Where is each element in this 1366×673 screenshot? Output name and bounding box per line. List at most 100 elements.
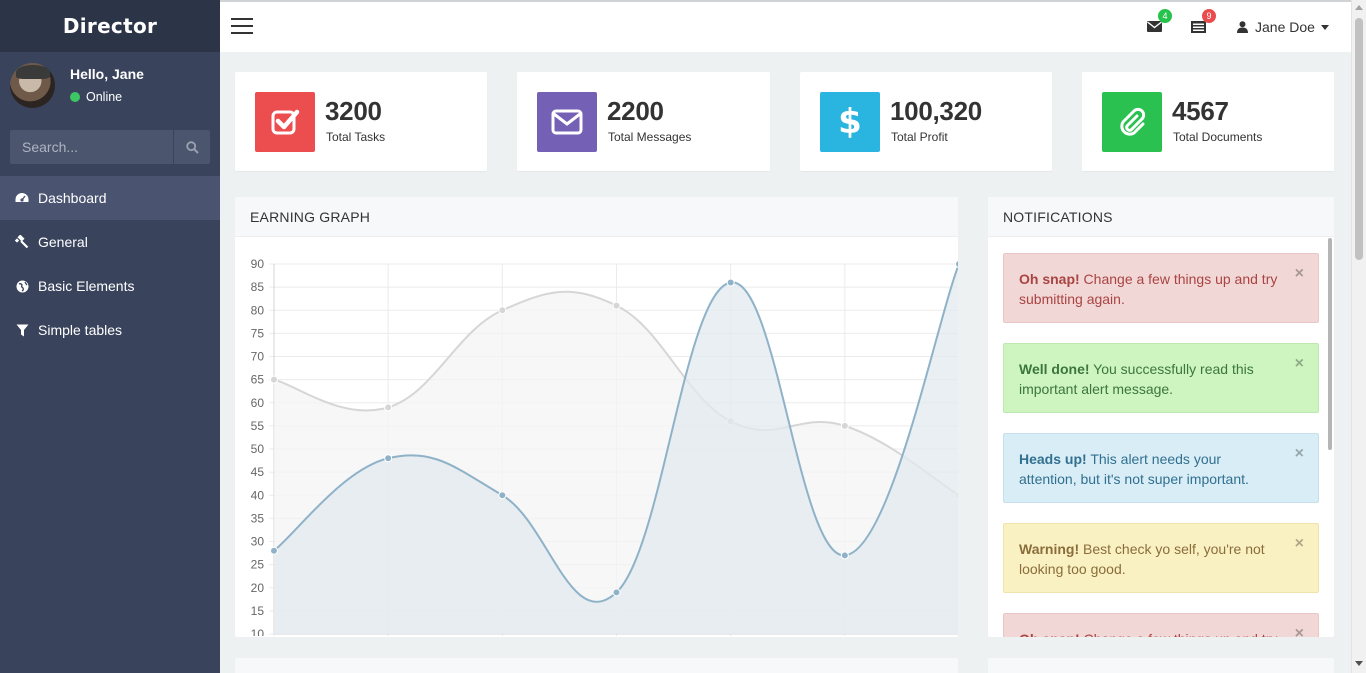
y-tick-label: 75 [251, 326, 265, 340]
envelope-icon [551, 109, 583, 135]
envelope-icon [1147, 21, 1162, 32]
alert-title: Well done! [1019, 361, 1090, 377]
data-point [955, 260, 958, 268]
stat-value: 3200 [325, 96, 382, 126]
dashboard-icon [15, 191, 29, 205]
data-point [270, 546, 278, 555]
y-tick-label: 10 [251, 627, 265, 636]
y-tick-label: 60 [251, 396, 265, 410]
scroll-up-icon[interactable] [1355, 5, 1363, 10]
stat-card-profit: $ 100,320 Total Profit [800, 72, 1052, 171]
panel-title: EARNING GRAPH [235, 197, 958, 237]
bottom-panel-left [235, 658, 958, 673]
y-tick-label: 20 [251, 581, 265, 595]
search-icon [185, 140, 199, 154]
notifications-scrollbar[interactable] [1328, 238, 1332, 450]
online-status-icon [70, 92, 80, 102]
sidebar-item-dashboard[interactable]: Dashboard [0, 176, 220, 220]
alert-title: Oh snap! [1019, 631, 1080, 637]
search-button[interactable] [173, 130, 210, 164]
stat-card-messages: 2200 Total Messages [517, 72, 770, 171]
data-point [498, 491, 507, 500]
stat-icon-box [537, 92, 597, 152]
data-point [840, 421, 849, 430]
series-line-1 [273, 263, 958, 603]
search-input[interactable] [10, 130, 173, 164]
user-greeting: Hello, Jane [70, 66, 144, 82]
menu-toggle-icon[interactable] [231, 18, 253, 34]
data-point [612, 588, 621, 597]
y-tick-label: 30 [251, 535, 265, 549]
alert-success: Well done! You successfully read this im… [1003, 343, 1319, 413]
user-icon [1237, 21, 1248, 33]
tasks-count-badge: 9 [1202, 9, 1216, 23]
data-point [612, 301, 621, 310]
y-tick-label: 50 [251, 442, 265, 456]
globe-icon [15, 279, 29, 293]
user-panel: Hello, Jane Online [0, 52, 220, 118]
messages-count-badge: 4 [1158, 9, 1172, 23]
y-tick-label: 70 [251, 350, 265, 364]
user-name: Jane Doe [1255, 19, 1315, 35]
alert-warning: Warning! Best check yo self, you're not … [1003, 523, 1319, 593]
close-icon[interactable]: × [1294, 625, 1304, 638]
window-scrollbar[interactable] [1351, 0, 1366, 673]
scroll-down-icon[interactable] [1355, 661, 1363, 666]
alert-message: This alert needs your attention, but it'… [1019, 451, 1249, 487]
panel-title: NOTIFICATIONS [988, 197, 1334, 237]
y-tick-label: 90 [251, 257, 265, 271]
y-tick-label: 85 [251, 280, 265, 294]
data-point [840, 551, 849, 560]
stat-icon-box [255, 92, 315, 152]
close-icon[interactable]: × [1294, 265, 1304, 282]
sidebar-item-label: Simple tables [38, 322, 123, 338]
sidebar-search [10, 130, 210, 164]
alert-title: Warning! [1019, 541, 1080, 557]
top-navbar: 4 9 Jane Doe [220, 0, 1351, 52]
sidebar-item-simple-tables[interactable]: Simple tables [0, 308, 220, 352]
stat-card-tasks: 3200 Total Tasks [235, 72, 487, 171]
stat-value: 100,320 [890, 96, 982, 126]
chevron-down-icon [1320, 24, 1329, 30]
alert-danger: Oh snap! Change a few things up and try … [1003, 253, 1319, 323]
stat-label: Total Messages [608, 130, 692, 144]
stat-icon-box [1102, 92, 1162, 152]
close-icon[interactable]: × [1294, 445, 1304, 462]
y-tick-label: 35 [251, 511, 265, 525]
y-tick-label: 45 [251, 465, 265, 479]
stat-label: Total Tasks [326, 130, 386, 144]
sidebar-item-basic-elements[interactable]: Basic Elements [0, 264, 220, 308]
alert-message: Change a few things up and try submittin… [1019, 631, 1278, 637]
sidebar: Director Hello, Jane Online Dashboard [0, 0, 220, 673]
stat-label: Total Documents [1173, 130, 1263, 144]
messages-button[interactable]: 4 [1147, 9, 1172, 34]
alert-message: Change a few things up and try submittin… [1019, 271, 1278, 307]
alert-title: Oh snap! [1019, 271, 1080, 287]
bottom-panel-right [988, 658, 1334, 673]
alert-danger: Oh snap! Change a few things up and try … [1003, 613, 1319, 637]
close-icon[interactable]: × [1294, 355, 1304, 372]
alert-title: Heads up! [1019, 451, 1087, 467]
sidebar-nav: Dashboard General Basic Elements Simple … [0, 176, 220, 352]
tasks-button[interactable]: 9 [1191, 9, 1216, 34]
sidebar-item-label: General [38, 234, 88, 250]
y-tick-label: 15 [251, 604, 265, 618]
stat-icon-box: $ [820, 92, 880, 152]
close-icon[interactable]: × [1294, 535, 1304, 552]
stat-value: 4567 [1172, 96, 1229, 126]
scrollbar-thumb[interactable] [1355, 18, 1363, 260]
stat-label: Total Profit [891, 130, 948, 144]
sidebar-item-general[interactable]: General [0, 220, 220, 264]
y-tick-label: 40 [251, 488, 265, 502]
y-tick-label: 55 [251, 419, 265, 433]
notifications-panel: NOTIFICATIONS Oh snap! Change a few thin… [988, 197, 1334, 637]
brand-logo[interactable]: Director [0, 0, 220, 52]
alert-info: Heads up! This alert needs your attentio… [1003, 433, 1319, 503]
earning-graph-panel: EARNING GRAPH 10 15 20 25 30 35 40 45 50 55 60 65 70… [235, 197, 958, 637]
alert-message: Best check yo self, you're not looking t… [1019, 541, 1265, 577]
y-tick-label: 80 [251, 303, 265, 317]
user-menu-dropdown[interactable]: Jane Doe [1237, 19, 1329, 35]
paperclip-icon [1120, 107, 1146, 136]
sidebar-item-label: Dashboard [38, 190, 107, 206]
data-point [498, 306, 507, 315]
